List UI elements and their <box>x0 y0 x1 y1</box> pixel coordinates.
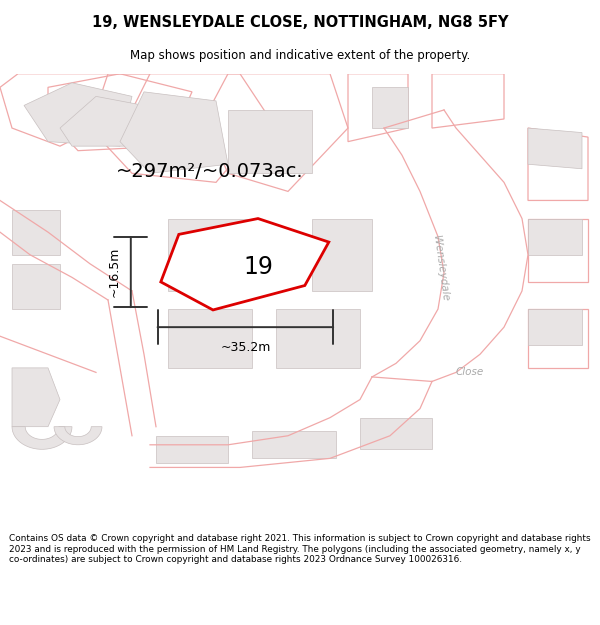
Text: Map shows position and indicative extent of the property.: Map shows position and indicative extent… <box>130 49 470 62</box>
Polygon shape <box>252 431 336 458</box>
Polygon shape <box>360 418 432 449</box>
Text: Contains OS data © Crown copyright and database right 2021. This information is : Contains OS data © Crown copyright and d… <box>9 534 590 564</box>
Polygon shape <box>276 309 360 368</box>
Polygon shape <box>12 427 72 449</box>
Polygon shape <box>161 219 329 310</box>
Polygon shape <box>528 309 582 345</box>
Polygon shape <box>60 96 144 146</box>
Text: ~35.2m: ~35.2m <box>220 341 271 354</box>
Polygon shape <box>12 209 60 255</box>
Polygon shape <box>228 110 312 173</box>
Polygon shape <box>528 219 582 255</box>
Text: Close: Close <box>456 368 484 378</box>
Text: ~297m²/~0.073ac.: ~297m²/~0.073ac. <box>116 161 304 181</box>
Polygon shape <box>372 88 408 128</box>
Text: 19, WENSLEYDALE CLOSE, NOTTINGHAM, NG8 5FY: 19, WENSLEYDALE CLOSE, NOTTINGHAM, NG8 5… <box>92 14 508 29</box>
Polygon shape <box>168 219 252 291</box>
Text: ~16.5m: ~16.5m <box>107 247 121 298</box>
Polygon shape <box>12 368 60 427</box>
Polygon shape <box>168 309 252 368</box>
Polygon shape <box>156 436 228 463</box>
Polygon shape <box>24 82 132 146</box>
Polygon shape <box>120 92 228 173</box>
Text: 19: 19 <box>244 254 274 279</box>
Polygon shape <box>12 264 60 309</box>
Polygon shape <box>528 128 582 169</box>
Polygon shape <box>54 427 102 445</box>
Text: Wensleydale: Wensleydale <box>431 235 451 302</box>
Polygon shape <box>312 219 372 291</box>
